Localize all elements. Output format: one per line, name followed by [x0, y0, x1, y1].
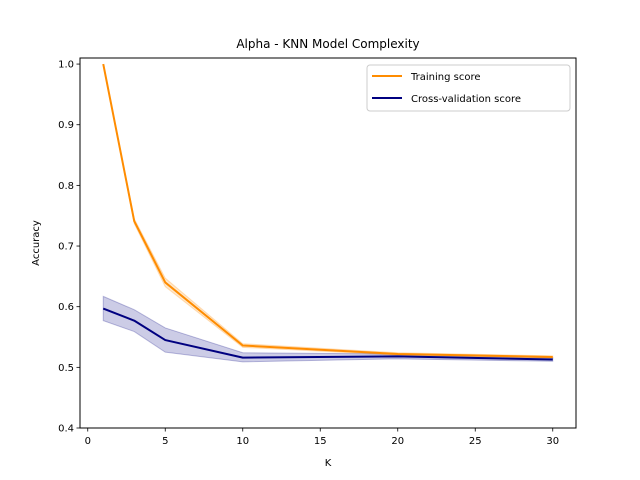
chart-title: Alpha - KNN Model Complexity: [236, 37, 419, 51]
legend: Training score Cross-validation score: [366, 64, 571, 112]
confidence-band-1: [102, 295, 554, 363]
series-lines: [102, 63, 553, 361]
x-tick-label: 10: [236, 436, 249, 447]
y-tick-label: 0.7: [58, 242, 74, 253]
plot-frame: [79, 57, 577, 429]
y-tick-label: 0.8: [58, 181, 74, 192]
x-tick-label: 25: [469, 436, 482, 447]
y-tick-label: 0.4: [58, 424, 74, 435]
x-tick-label: 5: [162, 436, 168, 447]
legend-label-training: Training score: [410, 72, 481, 83]
series-line-0: [102, 63, 553, 359]
x-tick-label: 30: [546, 436, 559, 447]
y-tick-label: 1.0: [58, 60, 74, 71]
x-axis-label: K: [325, 458, 332, 469]
series-line-1: [102, 307, 553, 361]
legend-label-cv: Cross-validation score: [411, 94, 521, 105]
x-tick-label: 0: [85, 436, 91, 447]
y-tick-label: 0.5: [58, 363, 74, 374]
y-tick-label: 0.9: [58, 120, 74, 131]
legend-box: [366, 64, 571, 112]
x-axis: 0 5 10 15 20 25 30: [85, 428, 559, 447]
x-tick-label: 20: [391, 436, 404, 447]
x-tick-label: 15: [314, 436, 327, 447]
y-axis: 0.4 0.5 0.6 0.7 0.8 0.9 1.0: [58, 60, 80, 435]
y-axis-label: Accuracy: [31, 220, 42, 266]
y-tick-label: 0.6: [58, 302, 74, 313]
